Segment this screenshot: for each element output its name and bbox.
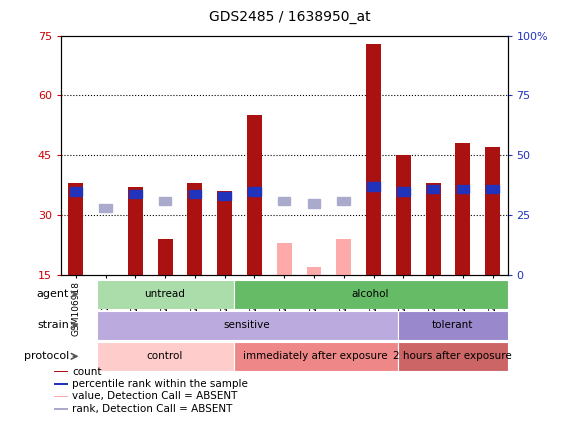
Bar bbox=[159, 197, 171, 205]
Bar bbox=[277, 243, 292, 275]
Bar bbox=[456, 185, 469, 193]
Bar bbox=[70, 187, 82, 195]
Bar bbox=[188, 190, 201, 198]
Bar bbox=[487, 185, 499, 193]
Text: agent: agent bbox=[37, 289, 69, 299]
Bar bbox=[68, 183, 84, 275]
Bar bbox=[234, 280, 508, 309]
Bar bbox=[367, 182, 380, 191]
Bar bbox=[485, 147, 500, 275]
Text: tolerant: tolerant bbox=[432, 320, 473, 330]
Text: 2 hours after exposure: 2 hours after exposure bbox=[393, 351, 512, 361]
Text: protocol: protocol bbox=[24, 351, 69, 361]
Bar bbox=[455, 143, 470, 275]
Bar bbox=[54, 384, 68, 385]
Bar bbox=[217, 191, 232, 275]
Bar bbox=[336, 239, 351, 275]
Text: value, Detection Call = ABSENT: value, Detection Call = ABSENT bbox=[72, 392, 238, 401]
Text: GDS2485 / 1638950_at: GDS2485 / 1638950_at bbox=[209, 10, 371, 24]
Text: rank, Detection Call = ABSENT: rank, Detection Call = ABSENT bbox=[72, 404, 233, 414]
Bar bbox=[158, 239, 173, 275]
Text: percentile rank within the sample: percentile rank within the sample bbox=[72, 379, 248, 389]
Text: immediately after exposure: immediately after exposure bbox=[244, 351, 388, 361]
Text: count: count bbox=[72, 367, 102, 377]
Bar bbox=[247, 115, 262, 275]
Bar bbox=[398, 311, 508, 340]
Bar bbox=[54, 371, 68, 372]
Bar bbox=[54, 396, 68, 397]
Bar bbox=[366, 44, 381, 275]
Bar bbox=[338, 197, 350, 205]
Bar bbox=[234, 342, 398, 371]
Bar bbox=[128, 187, 143, 275]
Bar bbox=[99, 204, 112, 212]
Bar bbox=[397, 187, 409, 195]
Bar bbox=[129, 190, 142, 198]
Text: control: control bbox=[147, 351, 183, 361]
Bar bbox=[426, 183, 441, 275]
Bar bbox=[54, 408, 68, 410]
Bar bbox=[306, 267, 321, 275]
Text: strain: strain bbox=[37, 320, 69, 330]
Bar bbox=[278, 197, 291, 205]
Text: sensitive: sensitive bbox=[224, 320, 270, 330]
Bar bbox=[219, 192, 231, 200]
Text: untread: untread bbox=[144, 289, 186, 299]
Bar bbox=[187, 183, 202, 275]
Bar bbox=[308, 199, 320, 207]
Bar bbox=[96, 280, 234, 309]
Text: alcohol: alcohol bbox=[351, 289, 389, 299]
Bar bbox=[398, 342, 508, 371]
Bar bbox=[396, 155, 411, 275]
Bar bbox=[96, 311, 398, 340]
Bar bbox=[96, 342, 234, 371]
Bar bbox=[248, 187, 260, 195]
Bar bbox=[427, 185, 439, 193]
